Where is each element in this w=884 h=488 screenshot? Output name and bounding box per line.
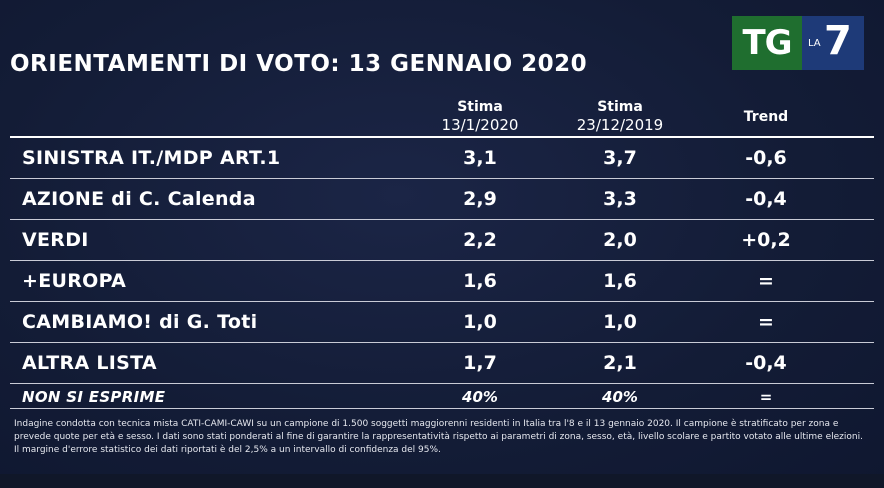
value-trend: -0,4 <box>745 188 787 210</box>
row-separator <box>10 219 874 220</box>
methodology-footnote: Indagine condotta con tecnica mista CATI… <box>14 419 863 455</box>
column-header-trend: Trend <box>716 108 816 126</box>
row-separator <box>10 342 874 343</box>
column-header-line1: Stima <box>597 99 643 115</box>
value-stima-13-1: 2,2 <box>463 229 497 251</box>
column-header-line1: Stima <box>457 99 503 115</box>
logo-seven-text: 7 <box>824 18 852 64</box>
value-stima-23-12: 2,0 <box>603 229 637 251</box>
row-separator <box>10 383 874 384</box>
party-label: AZIONE di C. Calenda <box>22 188 256 210</box>
value-trend: = <box>758 311 774 333</box>
party-label: VERDI <box>22 229 89 251</box>
summary-stima-13-1: 40% <box>462 388 498 406</box>
table-row-sinistra-it-mdp-art-1: SINISTRA IT./MDP ART.1 3,1 3,7 -0,6 <box>10 138 874 179</box>
logo-la-text: LA <box>808 38 821 49</box>
value-stima-13-1: 1,0 <box>463 311 497 333</box>
value-stima-13-1: 1,6 <box>463 270 497 292</box>
party-label: CAMBIAMO! di G. Toti <box>22 311 258 333</box>
party-label: SINISTRA IT./MDP ART.1 <box>22 147 281 169</box>
value-trend: +0,2 <box>741 229 791 251</box>
party-label: +EUROPA <box>22 270 127 292</box>
row-separator <box>10 301 874 302</box>
value-stima-23-12: 1,0 <box>603 311 637 333</box>
table-row-europa: +EUROPA 1,6 1,6 = <box>10 261 874 302</box>
value-stima-13-1: 1,7 <box>463 352 497 374</box>
row-separator <box>10 260 874 261</box>
value-trend: -0,4 <box>745 352 787 374</box>
page-title: ORIENTAMENTI DI VOTO: 13 GENNAIO 2020 <box>10 51 588 77</box>
table-row-azione-di-c-calenda: AZIONE di C. Calenda 2,9 3,3 -0,4 <box>10 179 874 220</box>
summary-stima-23-12: 40% <box>602 388 638 406</box>
column-header-line2: 13/1/2020 <box>441 116 519 134</box>
column-header-line2: 23/12/2019 <box>576 116 664 134</box>
value-stima-13-1: 2,9 <box>463 188 497 210</box>
value-stima-23-12: 2,1 <box>603 352 637 374</box>
row-separator <box>10 408 874 409</box>
column-header-line1: Trend <box>743 109 789 125</box>
bottom-bar <box>0 474 884 488</box>
table-row-altra-lista: ALTRA LISTA 1,7 2,1 -0,4 <box>10 343 874 384</box>
tg-la7-logo: TG LA 7 <box>732 16 864 70</box>
table-row-cambiamo-di-g-toti: CAMBIAMO! di G. Toti 1,0 1,0 = <box>10 302 874 343</box>
value-trend: = <box>758 270 774 292</box>
value-trend: -0,6 <box>745 147 787 169</box>
value-stima-23-12: 1,6 <box>603 270 637 292</box>
logo-la7: LA 7 <box>802 16 864 70</box>
row-separator <box>10 178 874 179</box>
logo-tg: TG <box>732 16 802 70</box>
column-header-stima-13-1: Stima 13/1/2020 <box>420 98 540 134</box>
header-divider <box>10 136 874 138</box>
party-label: ALTRA LISTA <box>22 352 157 374</box>
value-stima-23-12: 3,7 <box>603 147 637 169</box>
value-stima-13-1: 3,1 <box>463 147 497 169</box>
column-header-stima-23-12: Stima 23/12/2019 <box>560 98 680 134</box>
table-row-non-si-esprime: NON SI ESPRIME 40% 40% = <box>10 385 874 409</box>
summary-trend: = <box>759 388 773 406</box>
table-row-verdi: VERDI 2,2 2,0 +0,2 <box>10 220 874 261</box>
value-stima-23-12: 3,3 <box>603 188 637 210</box>
summary-label: NON SI ESPRIME <box>22 388 166 406</box>
